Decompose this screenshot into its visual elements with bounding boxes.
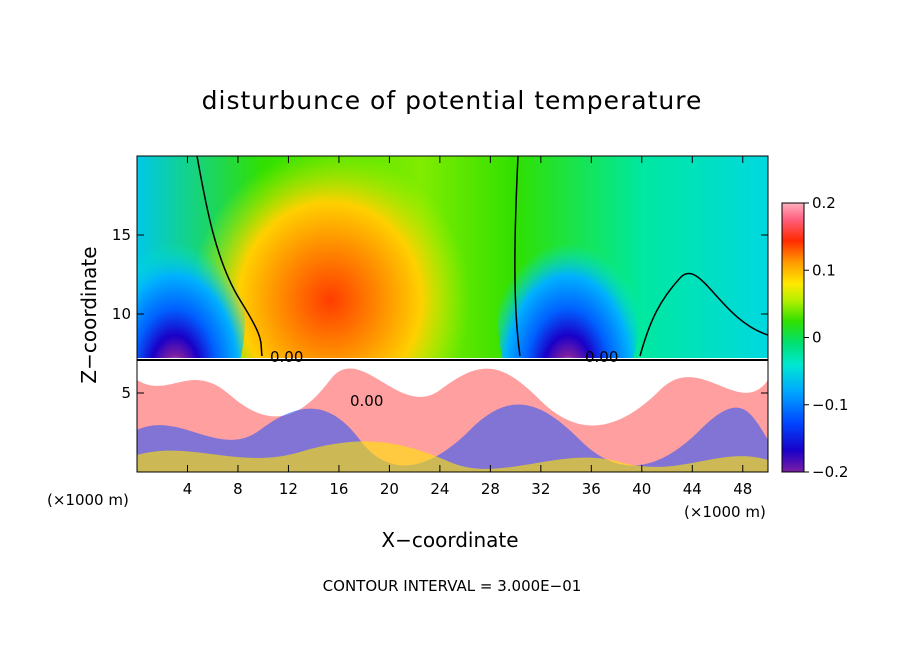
colorbar-tick-label: 0.1 [812,261,836,279]
x-tick-label: 44 [683,480,702,498]
y-axis-label: Z−coordinate [77,246,101,384]
x-tick-label: 12 [279,480,298,498]
x-axis-label: X−coordinate [381,528,519,552]
x-unit-left: (×1000 m) [47,491,129,509]
lower-surface-band [137,441,768,472]
zero-contour-left [196,156,263,357]
y-axis: 5 10 15 [112,226,768,402]
y-tick-label: 10 [112,305,131,323]
zero-contour-middle [514,156,521,357]
contour-label: 0.00 [270,348,303,366]
colorbar-tick-label: −0.2 [812,463,848,481]
x-tick-label: 8 [233,480,243,498]
colorbar-tick-label: 0.2 [812,194,836,212]
x-tick-label: 16 [329,480,348,498]
contour-interval: CONTOUR INTERVAL = 3.000E−01 [322,577,582,595]
colorbar [781,202,805,473]
y-tick-label: 5 [121,384,131,402]
x-axis: 4 8 12 16 20 24 28 32 36 40 44 48 [183,156,752,498]
chart-title: disturbunce of potential temperature [201,86,703,115]
zero-contour-right [639,272,768,357]
x-tick-label: 20 [380,480,399,498]
x-unit-right: (×1000 m) [684,503,766,521]
colorbar-tick-label: 0 [812,329,822,347]
colorbar-axis: 0.2 0.1 0 −0.1 −0.2 [804,194,848,481]
field-layer [137,156,768,472]
contour-label: 0.00 [585,348,618,366]
x-tick-label: 4 [183,480,193,498]
x-tick-label: 24 [430,480,449,498]
x-tick-label: 48 [733,480,752,498]
contour-label: 0.00 [350,392,383,410]
colorbar-tick-label: −0.1 [812,396,848,414]
x-tick-label: 36 [582,480,601,498]
x-tick-label: 40 [632,480,651,498]
y-tick-label: 15 [112,226,131,244]
x-tick-label: 32 [531,480,550,498]
x-tick-label: 28 [481,480,500,498]
